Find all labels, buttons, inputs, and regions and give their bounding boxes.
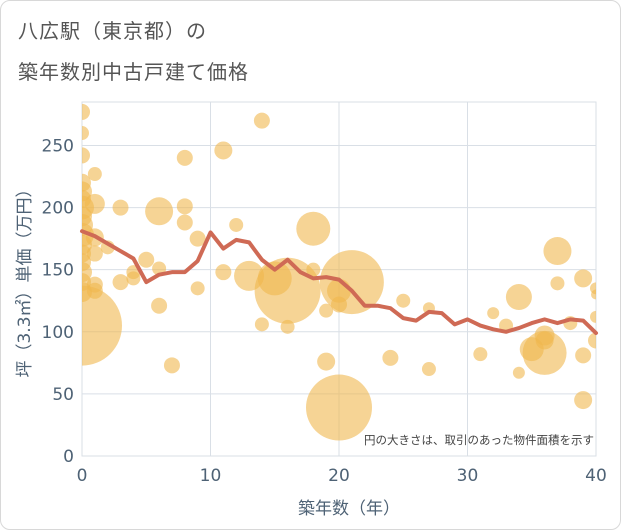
bubble-point <box>421 362 436 377</box>
bubble-point <box>229 217 244 232</box>
bubble-point <box>306 262 321 277</box>
x-tick-label: 0 <box>77 466 88 486</box>
bubble-point <box>319 250 384 315</box>
y-tick-label: 150 <box>42 261 74 281</box>
bubble-point <box>84 193 105 214</box>
y-tick-label: 100 <box>42 323 74 343</box>
size-annotation: 円の大きさは、取引のあった物件面積を示す <box>364 433 594 447</box>
bubble-point <box>522 330 567 375</box>
bubble-point <box>575 347 592 364</box>
bubble-point <box>574 269 593 288</box>
bubble-point <box>505 284 532 311</box>
bubble-point <box>487 307 500 320</box>
bubble-point <box>176 198 193 215</box>
bubble-point <box>163 357 180 374</box>
bubble-point <box>86 245 103 262</box>
bubble-point <box>473 347 488 362</box>
y-tick-label: 0 <box>63 447 74 467</box>
bubble-point <box>296 211 331 246</box>
bubble-point <box>319 303 334 318</box>
bubble-point <box>189 230 206 247</box>
bubble-point <box>543 237 572 266</box>
bubble-point <box>87 167 102 182</box>
chart-title-line2: 築年数別中古戸建て価格 <box>18 60 249 84</box>
bubble-point <box>588 332 596 349</box>
bubble-point <box>145 197 174 226</box>
bubble-point <box>306 374 372 441</box>
bubble-point <box>82 103 90 120</box>
bubble-point <box>382 349 399 366</box>
bubble-point <box>512 366 525 379</box>
y-tick-label: 250 <box>42 136 74 156</box>
bubble-point <box>151 297 168 314</box>
bubble-point <box>112 199 129 216</box>
bubble-point <box>590 310 596 323</box>
bubble-point <box>138 251 155 268</box>
x-tick-label: 30 <box>457 466 479 486</box>
y-tick-label: 50 <box>52 385 74 405</box>
bubble-point <box>254 317 269 332</box>
chart-title-line1: 八広駅（東京都）の <box>18 19 207 43</box>
bubble-point <box>126 271 141 286</box>
bubble-point <box>550 276 565 291</box>
average-price-line <box>80 229 598 336</box>
x-tick-label: 20 <box>328 466 350 486</box>
bubble-point <box>280 319 295 334</box>
y-tick-label: 200 <box>42 199 74 219</box>
bubble-point <box>396 293 411 308</box>
bubble-point <box>591 289 596 300</box>
bubble-point <box>176 214 193 231</box>
bubble-point <box>82 147 90 164</box>
bubble-point <box>86 282 103 299</box>
y-axis-label: 坪（3.3㎡）単価（万円） <box>15 180 35 377</box>
bubble-point <box>112 274 129 291</box>
bubble-point <box>190 281 205 296</box>
bubble-point <box>574 391 593 410</box>
bubble-point <box>214 141 233 160</box>
bubble-point <box>317 352 336 371</box>
bubble-point <box>176 149 193 166</box>
x-tick-label: 40 <box>585 466 607 486</box>
x-tick-label: 10 <box>200 466 222 486</box>
x-axis-label: 築年数（年） <box>298 499 400 519</box>
bubble-point <box>82 285 122 366</box>
bubble-point <box>215 264 232 281</box>
bubble-point <box>82 126 89 141</box>
bubble-point <box>253 112 270 129</box>
